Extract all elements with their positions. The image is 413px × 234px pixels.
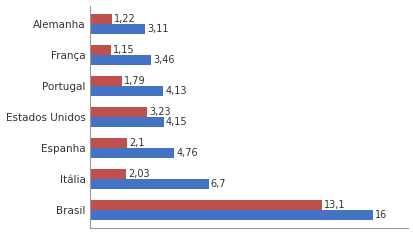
Text: 2,03: 2,03 (128, 169, 150, 179)
Text: 6,7: 6,7 (210, 179, 226, 189)
Bar (90, 138, 127, 148)
Text: 4,76: 4,76 (176, 148, 198, 158)
Text: 13,1: 13,1 (323, 200, 344, 210)
Text: 4,13: 4,13 (165, 86, 186, 96)
Text: 3,46: 3,46 (153, 55, 175, 65)
Bar (90, 148, 174, 158)
Text: 2,1: 2,1 (129, 138, 145, 148)
Bar (90, 107, 147, 117)
Text: 1,22: 1,22 (114, 14, 135, 24)
Bar (90, 14, 112, 24)
Bar (90, 179, 208, 189)
Bar (90, 86, 163, 96)
Bar (90, 117, 163, 127)
Bar (90, 24, 145, 34)
Text: 3,11: 3,11 (147, 24, 169, 34)
Bar (90, 55, 151, 65)
Text: 3,23: 3,23 (149, 107, 171, 117)
Bar (90, 200, 321, 210)
Text: 1,15: 1,15 (112, 45, 134, 55)
Bar (90, 45, 110, 55)
Bar (90, 76, 122, 86)
Bar (90, 210, 372, 220)
Text: 16: 16 (374, 210, 387, 220)
Bar (90, 169, 126, 179)
Text: 4,15: 4,15 (165, 117, 187, 127)
Text: 1,79: 1,79 (124, 76, 145, 86)
